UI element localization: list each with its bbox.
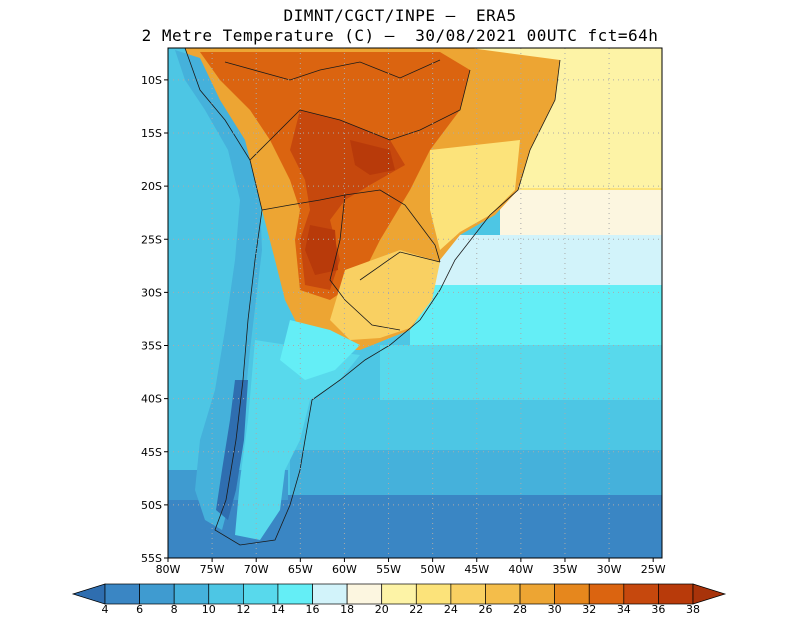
colorbar-label: 10 — [202, 603, 216, 616]
ocean-band-14c — [380, 345, 662, 405]
colorbar-segment — [381, 583, 417, 605]
colorbar-segment — [139, 583, 175, 605]
colorbar-label: 14 — [271, 603, 285, 616]
lon-label: 80W — [156, 563, 181, 576]
colorbar-label: 34 — [617, 603, 631, 616]
colorbar-segment — [346, 583, 383, 605]
andes-very-cold — [216, 380, 248, 520]
colorbar-segment — [277, 583, 313, 605]
land-coast-warm — [430, 140, 520, 250]
patagonia-cool — [235, 340, 360, 540]
colorbar-segment — [658, 583, 694, 605]
colorbar-segment — [623, 583, 659, 605]
colorbar-label: 6 — [136, 603, 143, 616]
colorbar-label: 32 — [582, 603, 596, 616]
colorbar-label: 24 — [444, 603, 458, 616]
lat-label: 45S — [141, 446, 162, 459]
colorbar-label: 20 — [375, 603, 389, 616]
colorbar-low-arrow — [71, 583, 106, 605]
colorbar-segment — [208, 583, 244, 605]
colorbar-segment — [485, 583, 521, 605]
lat-label: 20S — [141, 180, 162, 193]
lon-label: 50W — [420, 563, 445, 576]
colorbar: 4 6 8 10 12 14 16 18 20 22 24 26 28 30 32 34 36 38 — [71, 583, 727, 616]
colorbar-segment — [588, 583, 625, 605]
colorbar-segment — [450, 583, 486, 605]
colorbar-label: 26 — [478, 603, 492, 616]
lon-label: 40W — [508, 563, 533, 576]
ocean-band-16c — [410, 285, 662, 355]
lon-label: 55W — [376, 563, 401, 576]
lat-label: 10S — [141, 74, 162, 87]
colorbar-label: 18 — [340, 603, 354, 616]
lat-label: 55S — [141, 552, 162, 565]
colorbar-segment — [312, 583, 348, 605]
lat-label: 30S — [141, 286, 162, 299]
colorbar-high-arrow — [692, 583, 727, 605]
lon-label: 35W — [553, 563, 578, 576]
lon-label: 30W — [597, 563, 622, 576]
colorbar-label: 16 — [306, 603, 320, 616]
lat-label: 35S — [141, 340, 162, 353]
latitude-axis: 10S 15S 20S 25S 30S 35S 40S 45S 50S 55S — [141, 74, 168, 565]
lat-label: 15S — [141, 127, 162, 140]
pampas-cool — [280, 320, 360, 380]
colorbar-label: 30 — [548, 603, 562, 616]
lon-label: 75W — [200, 563, 225, 576]
lat-label: 40S — [141, 393, 162, 406]
colorbar-label: 4 — [102, 603, 109, 616]
lat-label: 50S — [141, 499, 162, 512]
title-line-2: 2 Metre Temperature (C) – 30/08/2021 00U… — [141, 26, 659, 45]
colorbar-segment — [415, 583, 452, 605]
colorbar-segment — [104, 583, 140, 605]
map-frame — [167, 47, 663, 559]
temperature-field — [168, 48, 662, 558]
colorbar-segment — [554, 583, 590, 605]
lon-label: 70W — [244, 563, 269, 576]
longitude-axis: 80W 75W 70W 65W 60W 55W 50W 45W 40W 35W 30W 25W — [156, 558, 666, 576]
land-very-hot — [305, 140, 395, 275]
colorbar-segment — [519, 583, 555, 605]
colorbar-segment — [243, 583, 279, 605]
colorbar-segment — [173, 583, 210, 605]
colorbar-label: 28 — [513, 603, 527, 616]
lon-label: 65W — [288, 563, 313, 576]
title-line-1: DIMNT/CGCT/INPE – ERA5 — [283, 6, 517, 25]
colorbar-label: 22 — [409, 603, 423, 616]
lon-label: 25W — [641, 563, 666, 576]
land-mild-south — [330, 250, 440, 340]
graticule — [168, 48, 662, 558]
lat-label: 25S — [141, 233, 162, 246]
colorbar-label: 36 — [651, 603, 665, 616]
ocean-band-10c — [290, 450, 662, 500]
lon-label: 45W — [464, 563, 489, 576]
lon-label: 60W — [332, 563, 357, 576]
colorbar-label: 38 — [686, 603, 700, 616]
colorbar-label: 8 — [171, 603, 178, 616]
colorbar-label: 12 — [236, 603, 250, 616]
